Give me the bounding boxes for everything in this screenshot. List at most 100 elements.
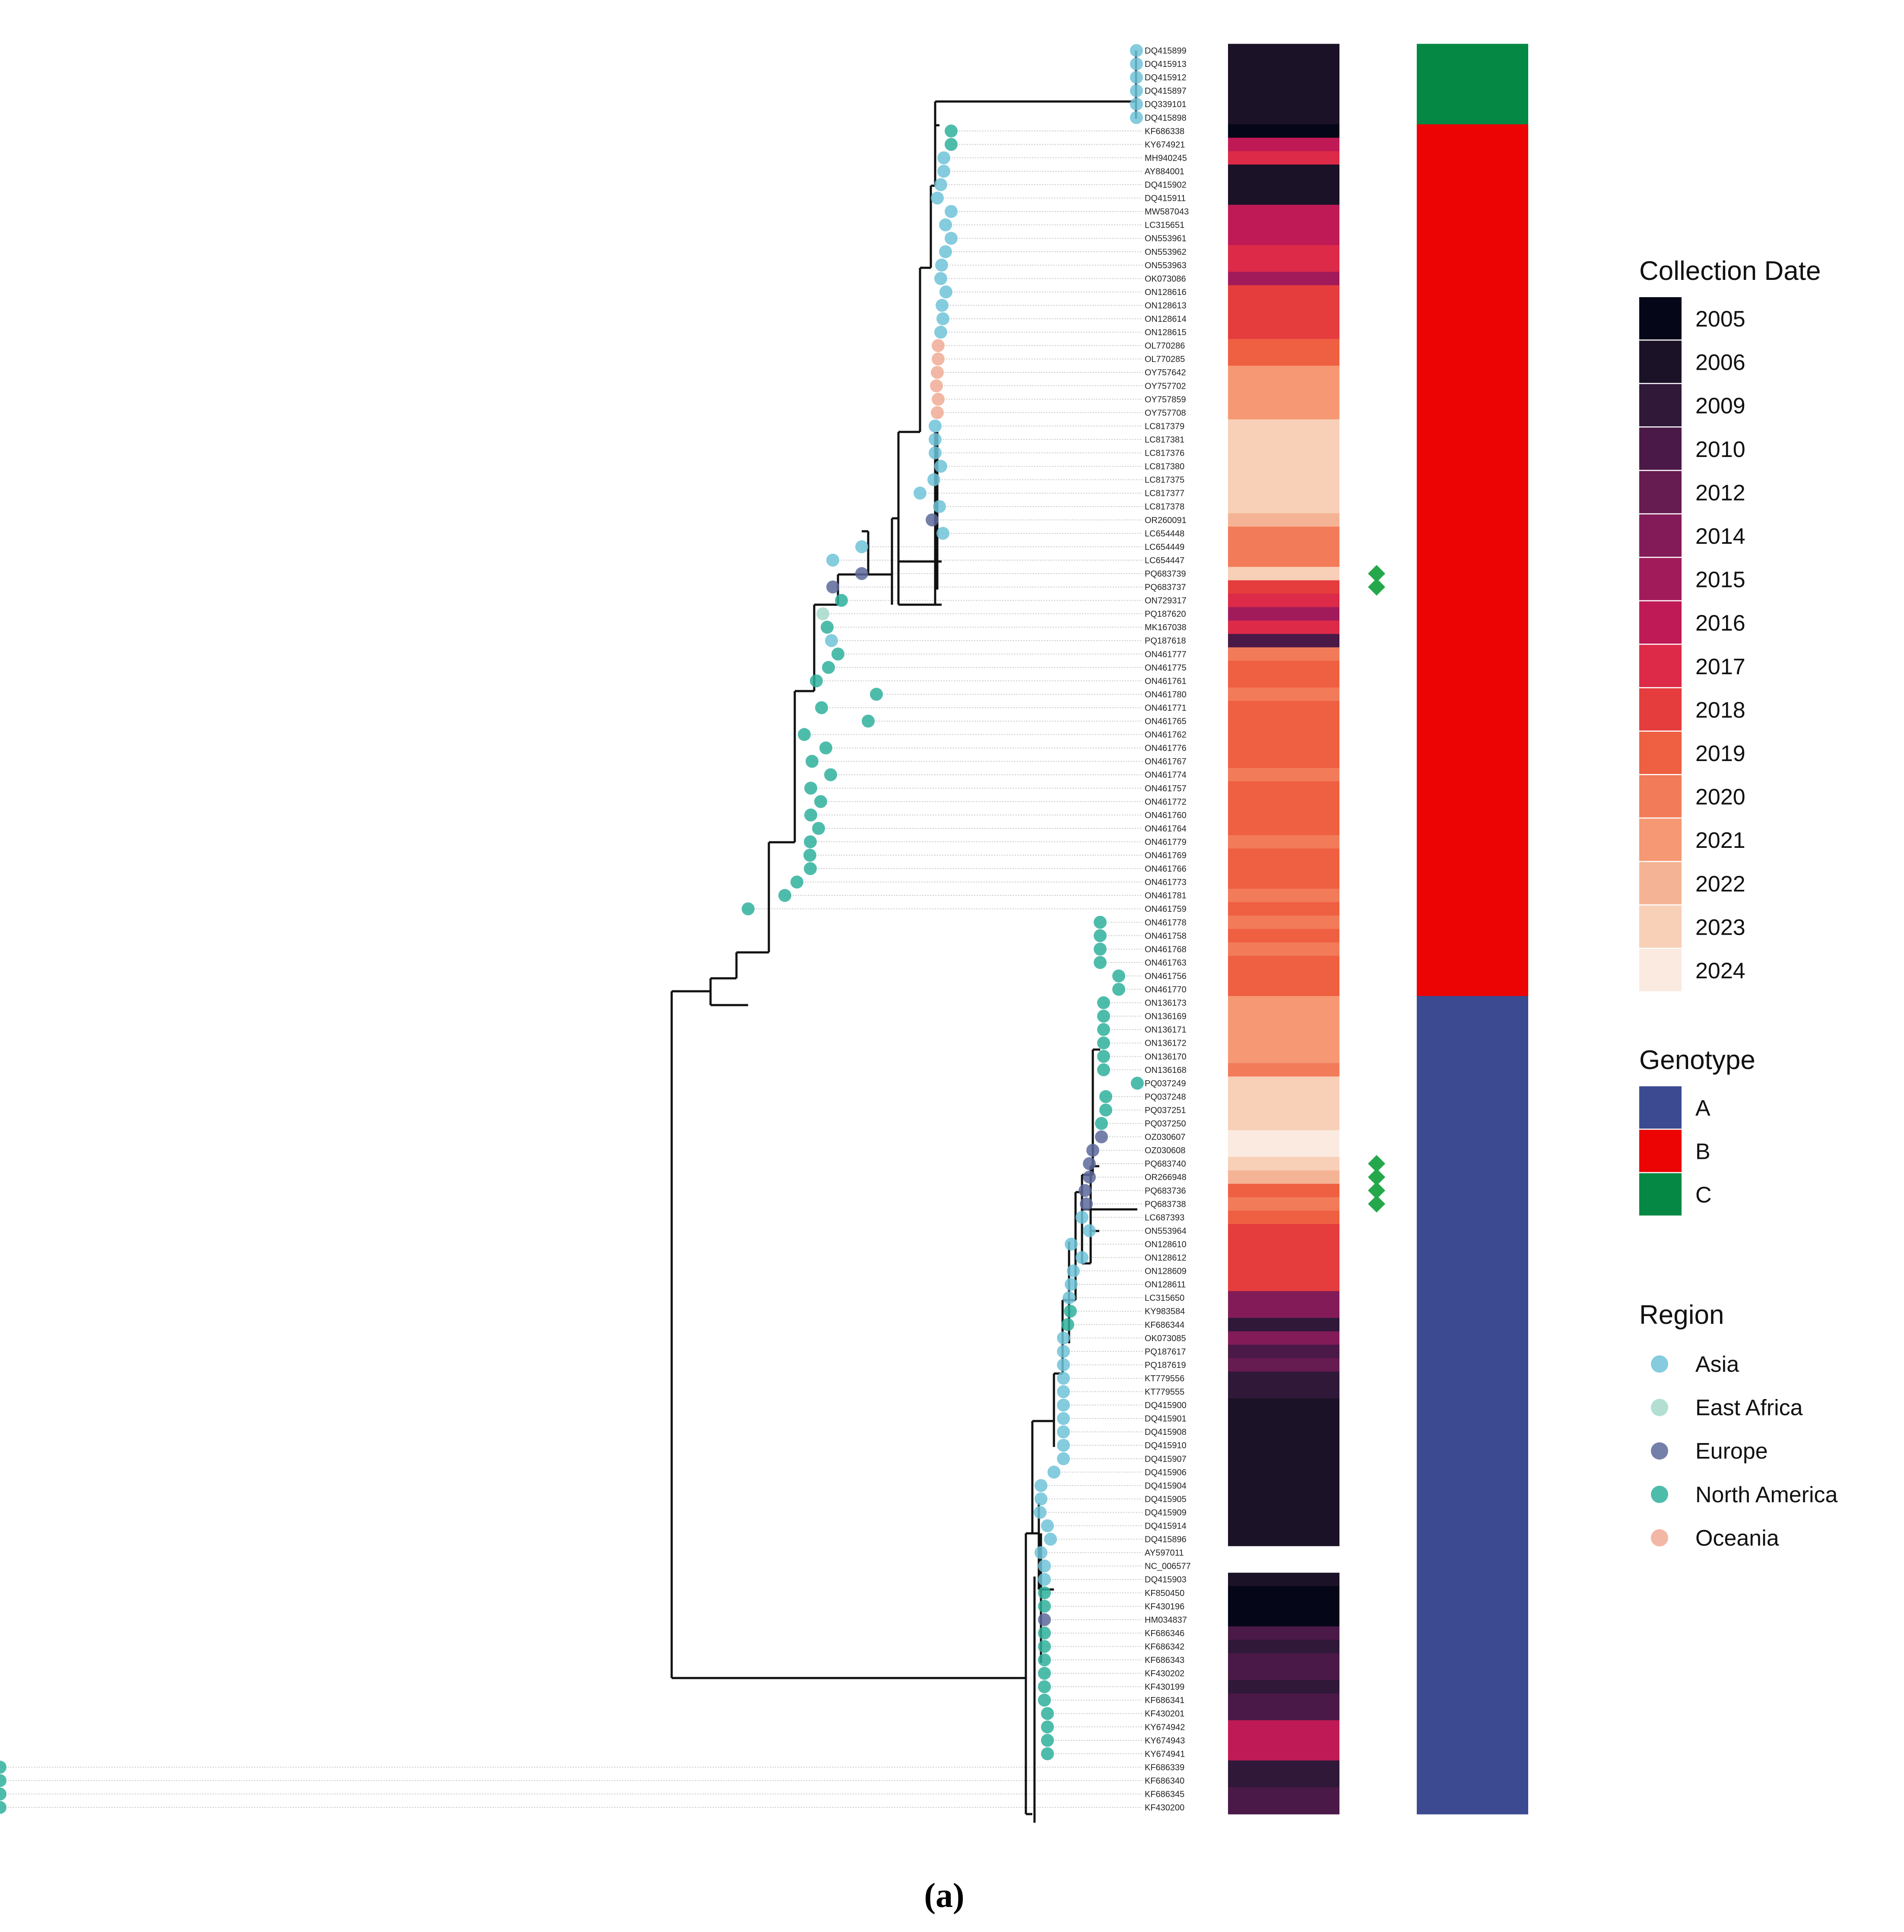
tip-label: PQ037249 <box>1145 1079 1186 1088</box>
tip-label: ON128609 <box>1145 1267 1187 1276</box>
tip-label: KF850450 <box>1145 1589 1184 1598</box>
tip-point <box>939 245 952 258</box>
date-cell <box>1228 996 1339 1010</box>
date-cell <box>1228 888 1339 903</box>
date-cell <box>1228 687 1339 701</box>
tip-point <box>1097 996 1110 1009</box>
tip-label: ON136169 <box>1145 1012 1187 1022</box>
tip-point <box>1057 1385 1070 1398</box>
genotype-cell <box>1417 875 1528 889</box>
genotype-cell <box>1417 996 1528 1010</box>
genotype-cell <box>1417 1438 1528 1453</box>
genotype-cell <box>1417 1760 1528 1774</box>
tip-point <box>1041 1720 1054 1734</box>
date-cell <box>1228 1613 1339 1627</box>
genotype-cell <box>1417 620 1528 634</box>
genotype-cell <box>1417 285 1528 299</box>
genotype-cell <box>1417 822 1528 836</box>
tip-label: DQ415896 <box>1145 1535 1187 1545</box>
tip-points <box>0 44 1144 1814</box>
legend-title-region: Region <box>1639 1300 1724 1330</box>
genotype-cell <box>1417 1801 1528 1815</box>
date-cell <box>1228 969 1339 983</box>
date-cell <box>1228 339 1339 353</box>
tip-label: ON461759 <box>1145 904 1187 914</box>
tip-point <box>1038 1653 1051 1666</box>
tip-label: ON461758 <box>1145 931 1187 941</box>
date-cell <box>1228 714 1339 728</box>
tip-label: KY983584 <box>1145 1307 1185 1317</box>
legend-swatch-region <box>1651 1529 1668 1547</box>
tip-point <box>932 393 945 406</box>
tip-label: ON461767 <box>1145 757 1187 767</box>
genotype-cell <box>1417 258 1528 272</box>
legend-label: 2022 <box>1695 872 1745 897</box>
date-cell <box>1228 1801 1339 1815</box>
tip-label: ON461771 <box>1145 703 1187 713</box>
date-cell <box>1228 1117 1339 1131</box>
tip-label: DQ415899 <box>1145 46 1187 56</box>
genotype-cell <box>1417 1237 1528 1251</box>
tip-point <box>1076 1251 1088 1264</box>
tip-label: LC817379 <box>1145 422 1184 431</box>
tip-point <box>934 460 947 473</box>
tip-point <box>1057 1452 1070 1466</box>
tip-point <box>0 1801 6 1814</box>
tip-label: ON128614 <box>1145 314 1187 324</box>
genotype-cell <box>1417 982 1528 996</box>
tip-label: KF430201 <box>1145 1709 1184 1719</box>
genotype-cell <box>1417 1358 1528 1372</box>
tip-point <box>1064 1304 1077 1318</box>
genotype-cell <box>1417 1331 1528 1345</box>
date-cell <box>1228 1733 1339 1748</box>
date-cell <box>1228 1505 1339 1520</box>
genotype-cell <box>1417 137 1528 152</box>
tip-point <box>804 781 817 795</box>
genotype-cell <box>1417 1050 1528 1063</box>
tip-label: KF430202 <box>1145 1669 1184 1678</box>
tip-label: AY597011 <box>1145 1548 1184 1558</box>
genotype-cell <box>1417 84 1528 98</box>
tip-label: ON461769 <box>1145 851 1187 860</box>
tip-label: ON128610 <box>1145 1240 1187 1249</box>
tip-point <box>929 419 942 433</box>
tip-point <box>804 862 817 876</box>
genotype-cell <box>1417 352 1528 366</box>
legend-label: East Africa <box>1695 1396 1803 1421</box>
genotype-cell <box>1417 795 1528 809</box>
date-cell <box>1228 500 1339 514</box>
date-cell <box>1228 486 1339 500</box>
tip-point <box>822 661 835 674</box>
date-cell <box>1228 379 1339 393</box>
tip-label: OY757859 <box>1145 395 1186 404</box>
tip-point <box>1061 1318 1074 1331</box>
date-cell <box>1228 70 1339 85</box>
tip-point <box>816 607 829 621</box>
tip-point <box>934 272 947 285</box>
tip-point <box>931 366 944 379</box>
tip-label: ON553962 <box>1145 247 1187 257</box>
tip-label: DQ415900 <box>1145 1401 1187 1410</box>
genotype-cell <box>1417 1157 1528 1171</box>
tip-label: OL770285 <box>1145 355 1185 364</box>
tip-point <box>1083 1171 1096 1184</box>
tip-label: ON461778 <box>1145 918 1187 927</box>
tip-point <box>804 808 817 822</box>
tip-point <box>1041 1734 1054 1747</box>
tip-label: PQ187617 <box>1145 1347 1186 1357</box>
legend-label: Europe <box>1695 1439 1768 1464</box>
genotype-cell <box>1417 1371 1528 1386</box>
genotype-cell <box>1417 57 1528 71</box>
date-cell <box>1228 1170 1339 1184</box>
genotype-cell <box>1417 1304 1528 1318</box>
genotype-cell <box>1417 755 1528 768</box>
date-cell <box>1228 191 1339 205</box>
legend-label: 2019 <box>1695 741 1745 766</box>
date-cell <box>1228 1090 1339 1104</box>
legend-swatch-region <box>1651 1485 1668 1503</box>
genotype-cell <box>1417 955 1528 970</box>
genotype-cell <box>1417 848 1528 863</box>
tip-point <box>1065 1278 1078 1291</box>
tip-label: ON461756 <box>1145 971 1187 981</box>
genotype-cell <box>1417 1250 1528 1265</box>
